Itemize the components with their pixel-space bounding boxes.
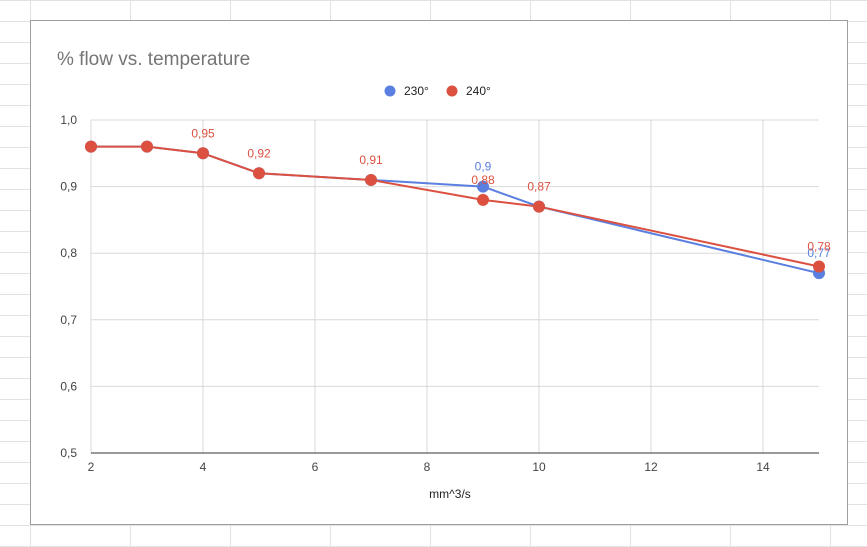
legend-label[interactable]: 230° (404, 84, 429, 98)
data-point[interactable] (365, 173, 377, 186)
data-label: 0,91 (359, 153, 383, 167)
chart-axes: 0,5 0,6 0,7 0,8 0,9 1,0 2 4 6 8 10 12 14 (60, 113, 819, 474)
y-tick-label: 0,5 (60, 446, 77, 460)
data-point[interactable] (253, 167, 265, 180)
x-tick-label: 4 (200, 460, 207, 474)
legend-marker (446, 85, 458, 97)
y-tick-label: 0,9 (60, 180, 77, 194)
data-label: 0,9 (475, 160, 492, 174)
data-label: 0,78 (807, 240, 831, 254)
data-point[interactable] (477, 180, 489, 193)
series-line (91, 145, 820, 275)
series-line (91, 145, 820, 268)
data-label: 0,95 (191, 126, 215, 140)
chart-series-points (85, 140, 825, 280)
x-tick-label: 14 (756, 460, 770, 474)
x-axis-label: mm^3/s (429, 487, 471, 501)
x-tick-label: 6 (312, 460, 319, 474)
chart-series-lines (91, 145, 820, 275)
x-tick-label: 2 (88, 460, 95, 474)
data-label: 0,88 (471, 173, 495, 187)
legend-label[interactable]: 240° (466, 84, 491, 98)
data-point[interactable] (85, 140, 97, 153)
x-tick-label: 8 (424, 460, 431, 474)
chart-title: % flow vs. temperature (57, 49, 250, 70)
y-tick-label: 1,0 (60, 113, 77, 127)
y-tick-label: 0,7 (60, 313, 77, 327)
x-tick-label: 10 (532, 460, 546, 474)
y-tick-label: 0,8 (60, 246, 77, 260)
chart-data-labels: 0,9 0,77 0,95 0,92 0,91 0,88 0,87 0,78 (191, 126, 831, 260)
chart-card: % flow vs. temperature 0,5 0,6 0,7 0,8 0,9 1,… (30, 20, 848, 525)
data-point[interactable] (533, 200, 545, 213)
data-point[interactable] (477, 193, 489, 206)
data-point[interactable] (141, 140, 153, 153)
chart-grid (90, 119, 819, 453)
x-tick-label: 12 (644, 460, 658, 474)
data-label: 0,92 (247, 146, 271, 160)
data-point[interactable] (197, 147, 209, 160)
y-tick-label: 0,6 (60, 379, 77, 393)
data-point[interactable] (813, 260, 825, 273)
data-label: 0,77 (807, 246, 831, 260)
legend-marker (384, 85, 396, 97)
line-chart: % flow vs. temperature 0,5 0,6 0,7 0,8 0,9 1,… (57, 49, 831, 501)
data-label: 0,87 (527, 180, 551, 194)
chart-legend[interactable]: 230° 240° (384, 84, 492, 98)
